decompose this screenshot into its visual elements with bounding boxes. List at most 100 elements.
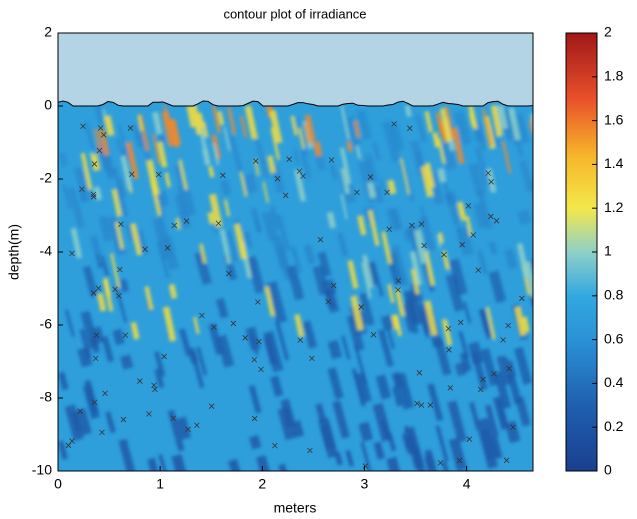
dark-streak: [58, 152, 68, 167]
bright-streak: [387, 283, 395, 304]
dark-streak: [112, 328, 125, 346]
sample-marker: [421, 242, 427, 249]
sample-marker: [272, 442, 278, 449]
bright-streak: [435, 112, 445, 136]
sample-marker: [258, 366, 264, 373]
sample-marker: [297, 337, 304, 343]
colorbar-tick-label: 1.4: [604, 155, 624, 171]
dark-streak: [448, 258, 468, 296]
bright-streak: [125, 141, 140, 180]
sample-marker: [102, 390, 108, 397]
sample-marker: [199, 312, 205, 319]
dark-streak: [263, 330, 284, 373]
colorbar-tick-label: 2: [604, 24, 612, 40]
sample-marker: [137, 378, 143, 384]
bright-streak: [290, 115, 298, 136]
sample-marker: [395, 278, 402, 284]
dark-streak: [441, 460, 456, 471]
sample-marker: [90, 194, 97, 200]
sample-marker: [354, 189, 360, 196]
y-tick-label: 2: [44, 24, 52, 40]
dark-streak: [227, 133, 244, 173]
dark-streak: [341, 335, 351, 360]
bright-streak: [436, 235, 442, 249]
dark-streak: [445, 274, 465, 313]
bright-streak: [465, 215, 473, 237]
bright-streak: [445, 105, 455, 140]
air-region: [58, 33, 533, 107]
sample-marker: [418, 221, 425, 227]
sample-marker: [447, 385, 454, 391]
sample-marker: [127, 125, 134, 131]
dark-streak: [160, 235, 180, 271]
dark-streak: [440, 141, 458, 171]
dark-streak: [317, 251, 332, 277]
bright-streak: [90, 153, 101, 172]
bright-streak: [303, 123, 311, 145]
dark-streak: [147, 457, 164, 471]
dark-streak: [177, 185, 193, 218]
bright-streak: [208, 165, 215, 178]
bright-streak: [368, 209, 380, 247]
bright-streak: [381, 231, 393, 265]
dark-streak: [303, 244, 316, 265]
dark-streak: [344, 115, 362, 149]
x-tick-label: 4: [463, 476, 471, 492]
bright-streak: [410, 268, 420, 295]
y-tick-label: -8: [40, 389, 53, 405]
sample-marker: [185, 426, 191, 433]
dark-streak: [454, 361, 468, 377]
colorbar: [565, 32, 598, 472]
sample-marker: [79, 186, 85, 192]
sample-marker: [194, 422, 200, 429]
colorbar-tick-label: 1.6: [604, 111, 624, 127]
sample-marker: [391, 121, 397, 127]
sample-marker: [384, 189, 390, 196]
dark-streak: [427, 383, 444, 422]
dark-streak: [114, 283, 128, 323]
bright-streak: [199, 243, 207, 264]
dark-streak: [378, 329, 394, 367]
dark-streak: [477, 250, 489, 275]
sample-marker: [441, 251, 447, 258]
y-tick-label: -2: [40, 170, 53, 186]
sample-marker: [77, 408, 83, 415]
sample-marker: [519, 295, 525, 302]
sample-marker: [161, 353, 167, 360]
bright-streak: [152, 133, 161, 165]
bright-streak: [441, 318, 453, 346]
y-tick-label: -4: [40, 243, 53, 259]
bright-streak: [162, 306, 177, 342]
sample-marker: [80, 123, 86, 130]
sample-marker: [226, 270, 232, 277]
sample-marker: [252, 158, 259, 164]
dark-streak: [517, 209, 532, 225]
sample-marker: [446, 347, 452, 353]
bright-streak: [262, 181, 269, 203]
sample-marker: [488, 179, 494, 185]
sample-marker: [317, 236, 324, 243]
bright-streak: [490, 104, 503, 137]
bright-streak: [529, 113, 533, 140]
dark-streak: [488, 241, 498, 256]
dark-streak: [435, 425, 449, 462]
sample-marker: [117, 266, 123, 273]
dark-streak: [474, 146, 491, 187]
dark-streak: [84, 379, 99, 414]
dark-streak: [492, 395, 510, 431]
dark-streak: [515, 396, 531, 427]
sample-marker: [307, 447, 313, 454]
sample-marker: [211, 324, 217, 330]
sample-marker: [358, 304, 365, 310]
dark-streak: [154, 351, 166, 378]
sample-marker: [251, 415, 258, 422]
dark-streak: [504, 248, 518, 270]
bright-streak: [441, 250, 450, 271]
bright-streak: [212, 105, 221, 134]
sample-marker: [171, 222, 178, 229]
dark-streak: [292, 149, 300, 165]
sample-marker: [92, 355, 99, 362]
dark-streak: [270, 375, 284, 397]
sample-marker: [409, 222, 415, 229]
sample-marker: [493, 218, 500, 224]
